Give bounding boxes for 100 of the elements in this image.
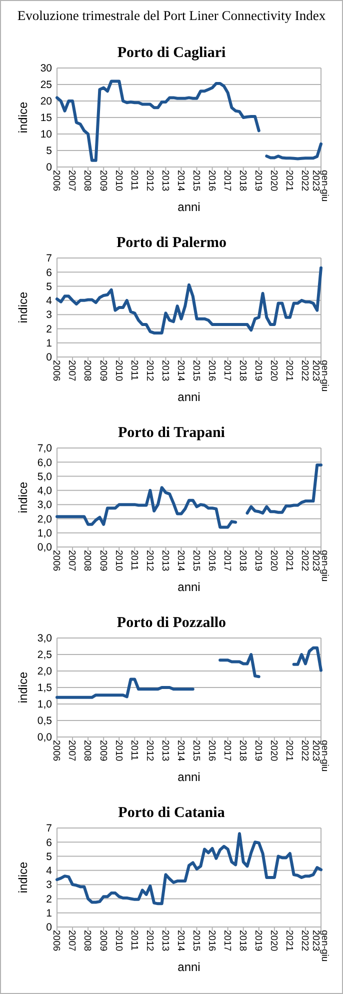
y-tick-label: 4 [46,865,52,878]
x-tick-label: 2020 [268,740,280,762]
x-tick-label: 2022 [299,550,310,572]
x-tick-label: 2009 [97,740,108,762]
y-tick-label: 0 [46,352,52,364]
x-tick-label: 2016 [206,740,217,762]
x-tick-label: 2010 [112,360,124,382]
y-tick-label: 1,0 [37,528,52,540]
y-tick-label: 10 [40,128,52,141]
x-tick-label: 2013 [159,550,170,572]
x-axis-title: anni [178,200,200,214]
y-tick-label: 7 [46,822,52,835]
y-tick-label: 1 [46,908,52,920]
x-axis-title: anni [178,960,200,974]
x-tick-label: 2020 [268,550,280,572]
x-tick-label: 2017 [222,550,232,572]
x-tick-label: 2012 [144,360,155,382]
x-tick-label: 2008 [82,550,93,572]
x-tick-label: 2021 [284,360,295,382]
x-tick-label: 2021 [284,740,295,762]
x-tick-label: 2014 [174,740,186,762]
y-axis-title: indice [16,862,30,894]
x-tick-label: 2009 [97,170,108,192]
x-tick-label: 2018 [237,550,248,572]
x-tick-label: 2022 [299,740,310,762]
x-tick-label: 2015 [190,930,202,952]
x-tick-label: 2010 [112,170,124,192]
x-tick-label: 2012 [144,740,155,762]
x-tick-label: 2006 [50,170,62,192]
chart-subtitle: Porto di Palermo [116,235,226,251]
x-tick-label: 2018 [237,930,248,952]
x-tick-label: 2006 [50,360,62,382]
x-tick-label: 2010 [112,740,124,762]
y-tick-label: 0,5 [37,715,52,728]
x-tick-label: 2013 [159,170,170,192]
x-tick-label: 2018 [237,170,248,192]
chart-subtitle: Porto di Pozzallo [116,615,226,631]
y-tick-label: 5,0 [37,470,52,483]
y-tick-label: 2 [46,893,52,906]
chart-subtitle: Porto di Trapani [118,425,225,441]
y-tick-label: 20 [40,96,52,108]
y-tick-label: 25 [40,79,52,92]
x-tick-label: 2017 [222,360,232,382]
x-tick-label: 2007 [66,170,78,192]
y-axis-title: indice [16,292,30,324]
x-tick-label: 2017 [222,740,232,762]
y-tick-label: 6,0 [37,456,52,469]
x-tick-label: 2008 [82,360,93,382]
x-tick-label: 2014 [174,930,186,952]
x-tick-label: 2010 [112,930,124,952]
y-tick-label: 3,0 [37,632,52,645]
x-tick-label: 2016 [206,550,217,572]
y-tick-label: 1,5 [37,682,52,694]
x-tick-label: 2015 [190,740,202,762]
x-axis-title: anni [178,770,200,784]
x-tick-label: 2021 [284,930,295,952]
x-tick-label: 2012 [144,170,155,192]
x-tick-label: 2014 [174,550,186,572]
chart-title: Evoluzione trimestrale del Port Liner Connectivity Index [17,8,326,23]
x-tick-label: 2020 [268,360,280,382]
y-tick-label: 2 [46,323,52,336]
x-tick-label: 2017 [222,930,232,952]
x-tick-label: 2013 [159,930,170,952]
x-tick-label: 2018 [237,360,248,382]
x-tick-label: 2013 [159,360,170,382]
x-tick-label: 2006 [50,740,62,762]
x-axis-title: anni [178,580,200,594]
x-tick-label: 2009 [97,360,108,382]
x-tick-label: 2019 [252,360,264,382]
x-tick-label: 2022 [299,930,310,952]
x-tick-label: 2015 [190,170,202,192]
y-tick-label: 4 [46,295,52,308]
x-tick-label: gen-giu 2023 [310,740,330,772]
y-tick-label: 4,0 [37,485,52,498]
x-tick-label: 2021 [284,170,295,192]
x-tick-label: gen-giu 2023 [310,930,330,962]
y-tick-label: 1 [46,338,52,350]
y-tick-label: 5 [46,280,52,293]
x-tick-label: 2011 [128,550,140,570]
x-tick-label: 2014 [174,360,186,382]
x-tick-label: 2006 [50,930,62,952]
y-tick-label: 3 [46,309,52,322]
y-tick-label: 0 [46,922,52,934]
x-tick-label: 2015 [190,360,202,382]
x-tick-label: 2011 [128,930,140,950]
x-tick-label: 2007 [66,360,78,382]
y-tick-label: 7,0 [37,442,52,455]
x-tick-label: 2014 [174,170,186,192]
x-tick-label: 2009 [97,550,108,572]
y-tick-label: 3,0 [37,499,52,512]
x-tick-label: gen-giu 2023 [310,550,330,582]
x-tick-label: 2015 [190,550,202,572]
line-series [56,266,322,334]
x-tick-label: 2008 [82,740,93,762]
x-axis-title: anni [178,390,200,404]
x-tick-label: 2019 [252,740,264,762]
x-tick-label: 2011 [128,360,140,380]
chart-subtitle: Porto di Catania [118,805,226,821]
x-tick-label: 2008 [82,170,93,192]
chart-subtitle: Porto di Cagliari [117,45,226,61]
